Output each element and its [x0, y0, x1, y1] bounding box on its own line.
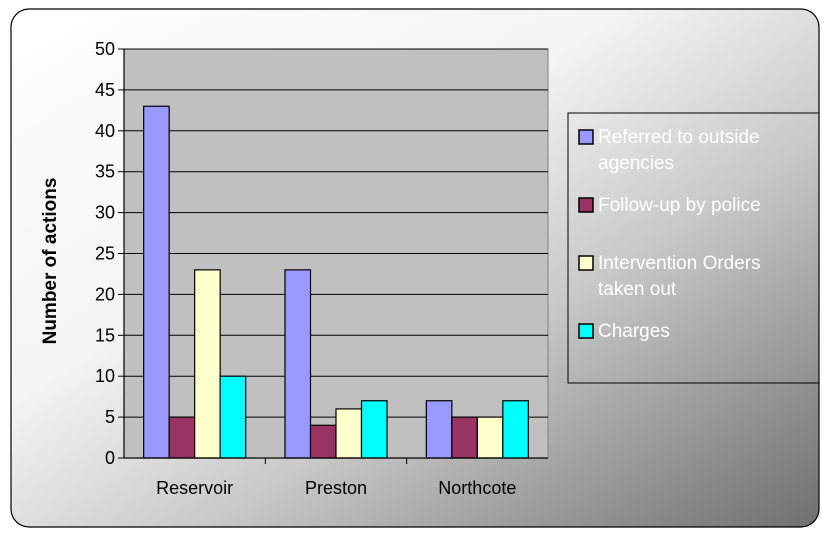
legend-label: Charges — [598, 321, 670, 342]
y-tick-label: 10 — [95, 366, 115, 386]
legend-label: Follow-up by police — [598, 195, 761, 216]
bar — [502, 400, 529, 459]
legend-swatch — [578, 255, 594, 271]
y-tick-label: 30 — [95, 203, 115, 223]
bar — [451, 416, 478, 459]
bar — [335, 408, 363, 459]
y-tick-label: 20 — [95, 284, 115, 304]
bar — [143, 105, 170, 459]
y-axis-title-group: Number of actions — [40, 178, 61, 345]
bar — [168, 416, 196, 459]
y-tick-label: 25 — [95, 244, 115, 264]
legend-swatch — [578, 129, 594, 145]
legend-label: Referred to outside agencies — [598, 127, 760, 174]
y-tick-label: 5 — [105, 407, 115, 427]
x-category-label: Reservoir — [156, 478, 233, 498]
y-tick-label: 50 — [95, 39, 115, 59]
y-tick-label: 0 — [105, 448, 115, 468]
bar — [309, 424, 337, 459]
y-tick-label: 45 — [95, 80, 115, 100]
legend: Referred to outside agencies Follow-up by … — [567, 112, 820, 384]
legend-box — [567, 112, 820, 384]
legend-label: Intervention Orders taken out — [598, 253, 761, 300]
legend-swatch — [578, 197, 594, 213]
bar — [360, 400, 388, 459]
y-tick-label: 35 — [95, 162, 115, 182]
y-tick-label: 15 — [95, 325, 115, 345]
bar — [425, 400, 453, 459]
y-tick-label: 40 — [95, 121, 115, 141]
y-axis-title: Number of actions — [40, 178, 61, 345]
bar — [194, 269, 221, 459]
bar — [219, 375, 247, 459]
legend-swatch — [578, 323, 594, 339]
x-category-label: Northcote — [438, 478, 516, 498]
bar — [476, 416, 504, 459]
x-category-label: Preston — [305, 478, 367, 498]
bar — [284, 269, 312, 459]
